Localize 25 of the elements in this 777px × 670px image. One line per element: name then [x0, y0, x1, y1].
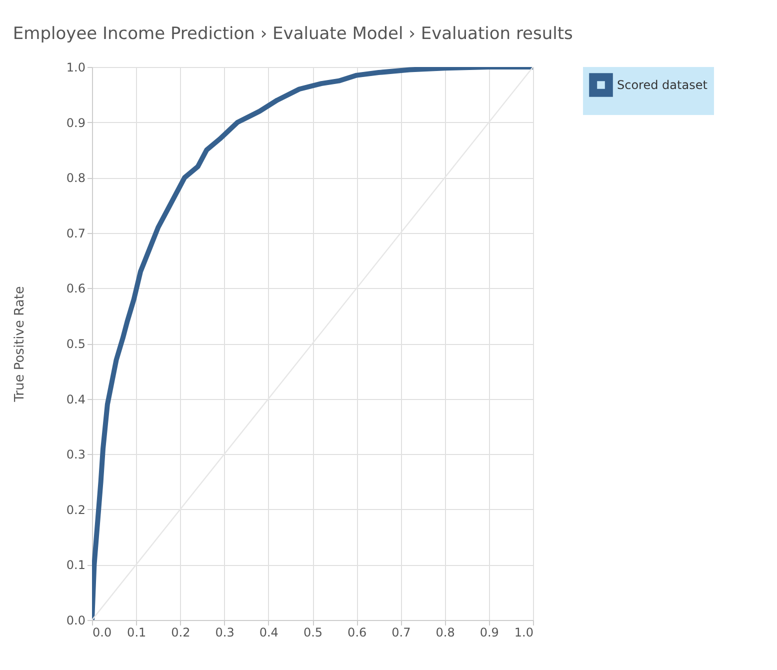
x-tick-label: 0.1: [127, 626, 146, 640]
x-tick-label: 0.8: [436, 626, 455, 640]
x-tick-label: 0.7: [392, 626, 411, 640]
y-tick-label: 0.0: [66, 614, 86, 628]
x-tick-label: 1.0: [514, 626, 534, 640]
y-tick-label: 0.5: [66, 337, 86, 351]
y-tick-label: 0.2: [66, 502, 86, 517]
y-tick-label: 0.4: [66, 392, 86, 406]
x-tick-label: 0.3: [215, 626, 234, 640]
y-tick-label: 0.9: [66, 116, 86, 130]
y-tick-label: 1.0: [66, 60, 86, 74]
x-tick-label: 0.4: [259, 626, 278, 640]
x-tick-label: 0.0: [92, 626, 112, 640]
x-tick-label: 0.5: [303, 626, 323, 640]
y-tick-label: 0.8: [66, 171, 86, 186]
y-axis-title: True Positive Rate: [12, 286, 28, 403]
y-tick-label: 0.6: [66, 282, 86, 296]
x-tick-label: 0.6: [348, 626, 367, 640]
chart-title: Employee Income Prediction › Evaluate Model › Evaluation results: [12, 24, 574, 44]
x-tick-label: 0.9: [480, 626, 499, 640]
legend-label: Scored dataset: [617, 78, 708, 92]
y-tick-label: 0.1: [66, 558, 86, 572]
x-tick-label: 0.2: [171, 626, 190, 640]
y-tick-label: 0.7: [66, 226, 86, 240]
y-tick-label: 0.3: [66, 448, 86, 462]
